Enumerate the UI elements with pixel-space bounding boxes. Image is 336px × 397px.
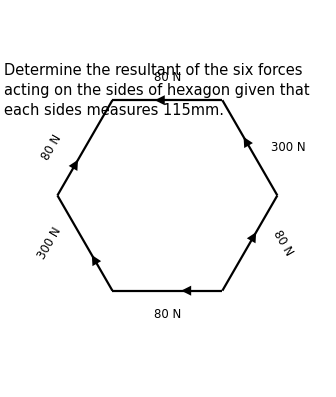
Text: Determine the resultant of the six forces
acting on the sides of hexagon given t: Determine the resultant of the six force… [4,64,309,118]
Text: 300 N: 300 N [36,225,64,261]
Text: 300 N: 300 N [270,141,305,154]
Text: 80 N: 80 N [154,308,181,321]
Text: 80 N: 80 N [154,71,181,84]
Text: 80 N: 80 N [39,133,64,163]
Text: 80 N: 80 N [270,228,296,258]
